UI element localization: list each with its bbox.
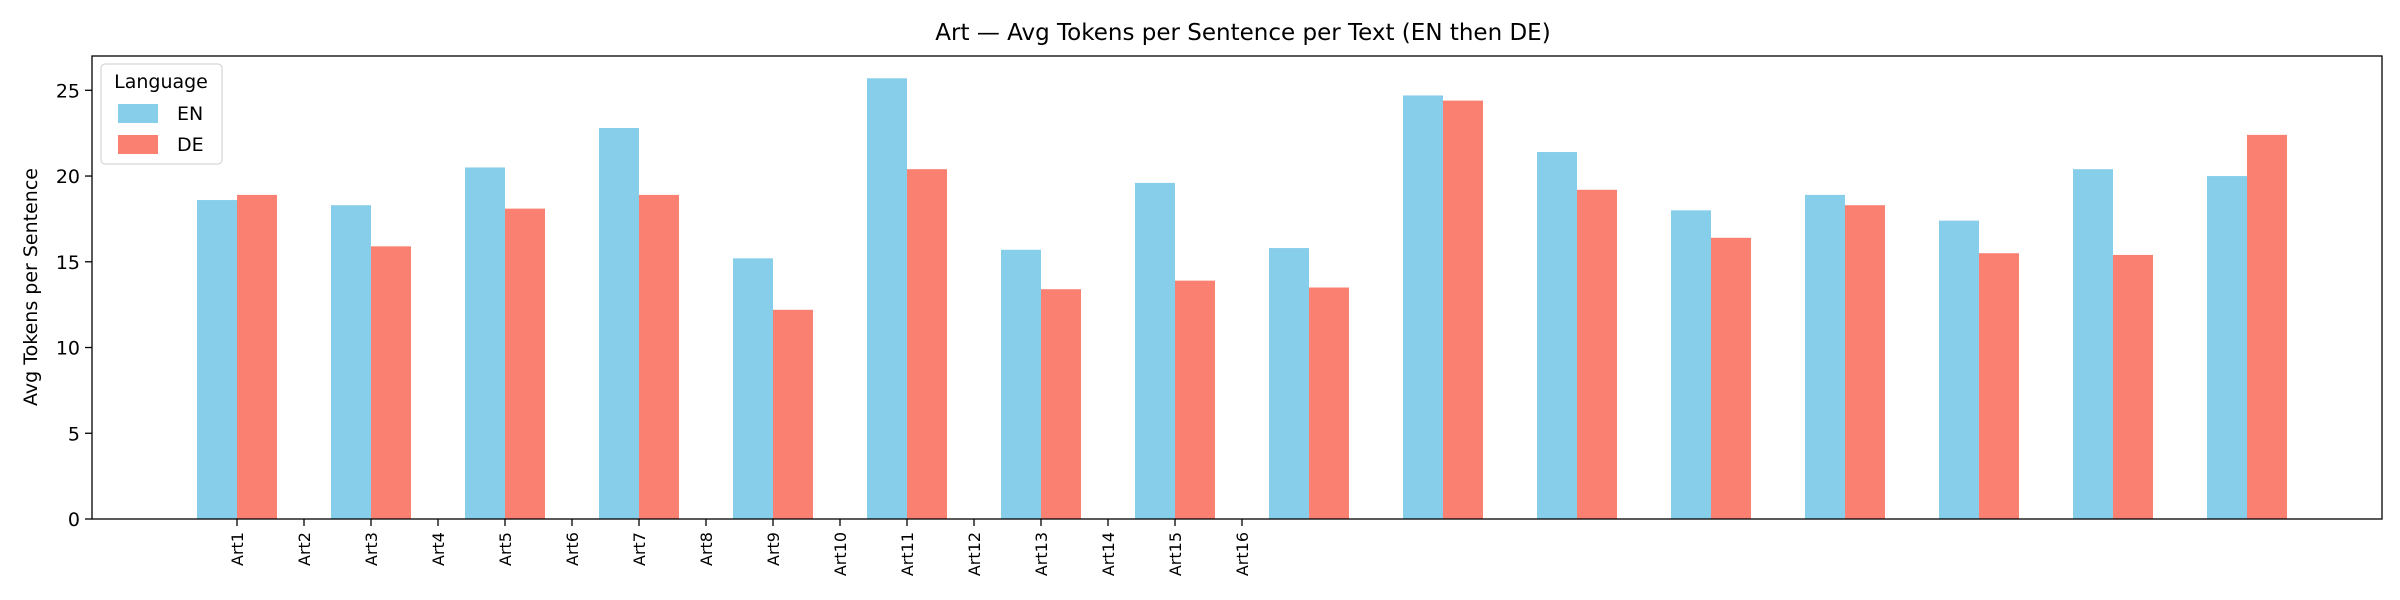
bar-en-10 (1403, 95, 1443, 520)
x-tick-label: Art13 (1032, 532, 1051, 576)
bar-en-4 (599, 128, 639, 519)
x-tick-label: Art2 (295, 532, 314, 566)
bar-en-9 (1269, 248, 1309, 519)
bar-de-7 (1041, 289, 1081, 519)
y-tick-label: 25 (56, 80, 80, 102)
bar-en-1 (197, 200, 237, 520)
bar-en-5 (733, 258, 773, 519)
bar-de-14 (1979, 253, 2019, 519)
bars-layer (197, 78, 2287, 520)
bar-de-13 (1845, 205, 1885, 519)
bar-en-2 (331, 205, 371, 519)
x-tick-label: Art11 (898, 532, 917, 576)
y-tick-label: 0 (68, 509, 80, 531)
bar-en-12 (1671, 210, 1711, 520)
bar-de-12 (1711, 237, 1751, 519)
x-tick-label: Art16 (1233, 532, 1252, 576)
x-tick-label: Art5 (496, 532, 515, 566)
bar-de-4 (639, 194, 679, 519)
x-tick-label: Art7 (630, 532, 649, 566)
x-tick-label: Art9 (764, 532, 783, 566)
plot-frame (91, 55, 2383, 520)
x-tick-label: Art3 (362, 532, 381, 566)
bar-en-11 (1537, 152, 1577, 519)
bar-en-15 (2073, 169, 2113, 519)
x-tick-label: Art15 (1166, 532, 1185, 576)
y-tick-label: 5 (68, 423, 80, 445)
bar-de-15 (2113, 254, 2153, 519)
x-tick-label: Art1 (228, 532, 247, 566)
x-tick-label: Art14 (1099, 532, 1118, 576)
bar-en-6 (867, 78, 907, 519)
x-axis: Art1 Art2 Art3 Art4 Art5 Art6 Art7 Art8 Art9 Art1… (228, 519, 1252, 576)
legend-label-de: DE (177, 134, 204, 156)
bar-de-11 (1577, 189, 1617, 519)
chart-title: Art — Avg Tokens per Sentence per Text (… (935, 20, 1550, 46)
x-tick-label: Art4 (429, 532, 448, 566)
legend-swatch-de (118, 135, 158, 154)
legend-swatch-en (118, 104, 158, 123)
legend: Language EN DE (100, 63, 223, 165)
bar-de-1 (237, 194, 277, 519)
bar-en-8 (1135, 182, 1175, 519)
bar-de-2 (371, 246, 411, 519)
bar-en-3 (465, 167, 505, 520)
bar-en-16 (2207, 176, 2247, 519)
bar-de-3 (505, 208, 545, 519)
x-tick-label: Art12 (965, 532, 984, 576)
y-tick-label: 15 (56, 252, 80, 274)
bar-en-7 (1001, 249, 1041, 519)
bar-en-13 (1805, 194, 1845, 519)
legend-label-en: EN (177, 103, 203, 125)
bar-de-16 (2247, 134, 2287, 520)
x-tick-label: Art10 (831, 532, 850, 576)
bar-de-8 (1175, 280, 1215, 519)
y-tick-label: 10 (56, 338, 80, 360)
y-axis-label: Avg Tokens per Sentence (20, 168, 42, 406)
x-tick-label: Art6 (563, 532, 582, 566)
y-axis: 0 5 10 15 20 25 (56, 80, 92, 531)
y-tick-label: 20 (56, 166, 80, 188)
bar-de-5 (773, 309, 813, 519)
bar-de-10 (1443, 100, 1483, 520)
bar-en-14 (1939, 220, 1979, 519)
x-tick-label: Art8 (697, 532, 716, 566)
legend-title: Language (114, 71, 208, 93)
bar-de-6 (907, 169, 947, 519)
bar-de-9 (1309, 287, 1349, 519)
